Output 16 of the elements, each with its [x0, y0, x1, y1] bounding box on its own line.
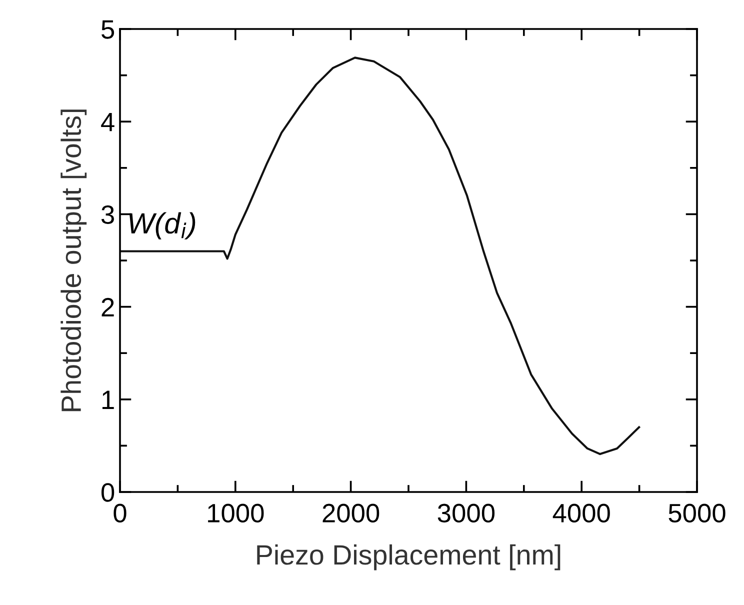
- y-axis-title: Photodiode output [volts]: [60, 110, 87, 412]
- y-tick-label: 1: [102, 390, 114, 409]
- x-tick-label: 3000: [438, 504, 495, 522]
- y-tick-label: 5: [102, 20, 114, 39]
- y-tick-label: 3: [101, 205, 114, 224]
- y-tick-label: 0: [101, 483, 114, 502]
- x-tick-label: 1000: [208, 504, 264, 522]
- x-tick-label: 2000: [322, 504, 380, 522]
- line-series: [120, 56, 640, 456]
- y-tick-label: 4: [101, 113, 114, 132]
- y-tick-label: 2: [102, 298, 114, 316]
- x-tick-label: 5000: [668, 504, 726, 522]
- x-axis-title: Piezo Displacement [nm]: [257, 544, 560, 570]
- x-tick-label: 4000: [552, 504, 610, 522]
- x-tick-label: 0: [114, 504, 126, 522]
- annotation: W(d$_{i}$): [129, 212, 196, 240]
